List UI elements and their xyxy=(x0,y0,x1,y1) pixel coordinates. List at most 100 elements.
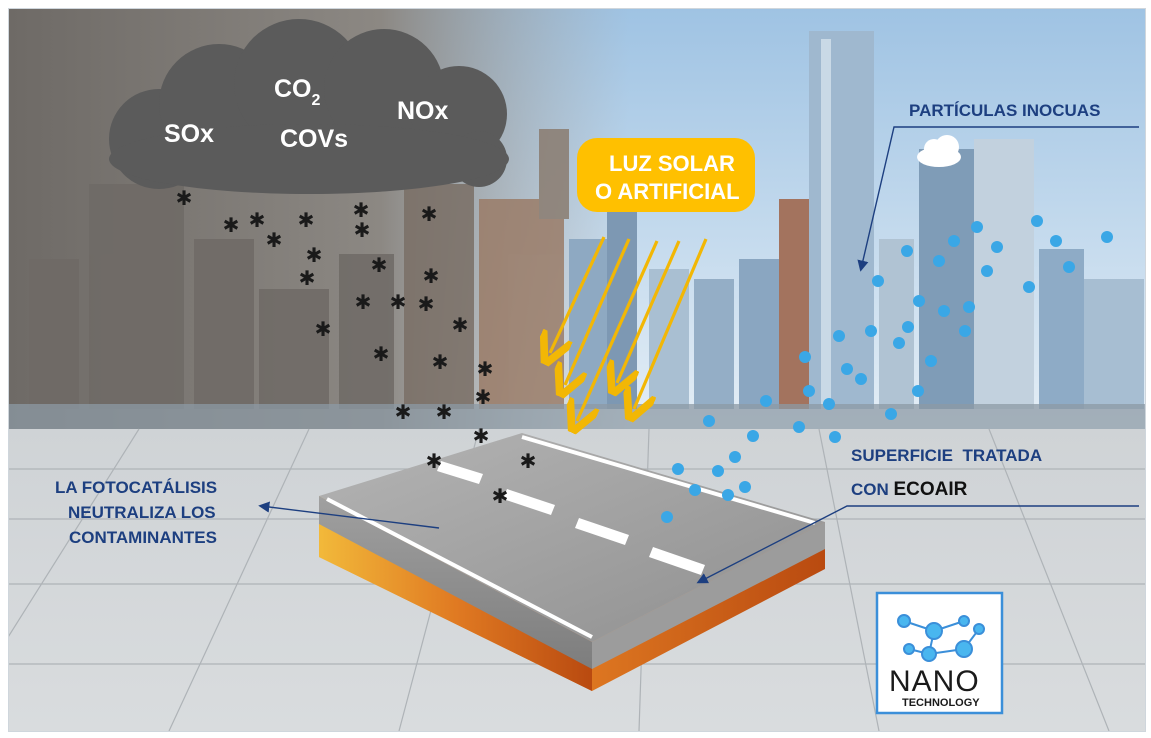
pollutant-dot: ✱ xyxy=(520,449,537,473)
clean-particle xyxy=(829,431,841,443)
clean-particle xyxy=(1031,215,1043,227)
pollution-cloud xyxy=(109,19,509,194)
particles-arrow xyxy=(857,126,1139,272)
sunlight-line1: LUZ SOLAR xyxy=(609,151,735,176)
pollutant-dot: ✱ xyxy=(395,400,412,424)
pollutant-dot: ✱ xyxy=(371,253,388,277)
clean-particle xyxy=(1050,235,1062,247)
pollutant-particles: ✱✱ ✱✱✱ ✱✱✱✱✱✱✱✱ ✱ ✱✱✱✱ ✱ ✱✱✱ ✱✱✱ ✱✱ xyxy=(176,186,537,508)
clean-particle xyxy=(913,295,925,307)
pollutant-dot: ✱ xyxy=(373,342,390,366)
clean-particle xyxy=(803,385,815,397)
label-surface-line2: CON ECOAIR xyxy=(851,479,968,500)
sunlight-rays xyxy=(550,236,708,421)
clean-particle xyxy=(841,363,853,375)
pollutant-dot: ✱ xyxy=(432,350,449,374)
label-surface-prefix: CON xyxy=(851,480,894,499)
photocatalysis-diagram: SOx CO2 COVs NOx ✱✱ ✱✱✱ ✱✱✱✱✱✱✱✱ ✱ ✱✱✱✱ ✱ ✱✱✱ ✱… xyxy=(9,9,1145,731)
clean-particle xyxy=(912,385,924,397)
small-cloud-icon xyxy=(917,135,961,167)
pollutant-dot: ✱ xyxy=(475,385,492,409)
lane-markings xyxy=(437,461,705,575)
label-photocatalysis-line3: CONTAMINANTES xyxy=(69,528,217,547)
pollutant-dot: ✱ xyxy=(423,264,440,288)
clean-particle xyxy=(747,430,759,442)
label-surface-line1: SUPERFICIE TRATADA xyxy=(851,446,1042,465)
clean-particle xyxy=(722,489,734,501)
clean-particle xyxy=(933,255,945,267)
label-sox: SOx xyxy=(164,120,214,148)
label-photocatalysis-line1: LA FOTOCATÁLISIS xyxy=(55,478,217,497)
label-co2: CO2 xyxy=(274,75,321,109)
clean-particle xyxy=(981,265,993,277)
clean-particle xyxy=(901,245,913,257)
pollutant-dot: ✱ xyxy=(355,290,372,314)
label-photocatalysis-line2: NEUTRALIZA LOS xyxy=(68,503,216,522)
label-nox: NOx xyxy=(397,97,449,125)
label-covs: COVs xyxy=(280,125,348,153)
clean-particle xyxy=(1063,261,1075,273)
scene: SOx CO2 COVs NOx ✱ ✱ ✱ ✱ ✱ ✱ ✱ ✱ ✱ ✱ ✱ ✱ ✱ ✱ ✱ ✱ ✱ ✱ ✱ ✱ ✱ ✱ ✱… xyxy=(8,8,1146,732)
clean-particle xyxy=(902,321,914,333)
clean-particle xyxy=(1101,231,1113,243)
clean-particle xyxy=(833,330,845,342)
pollutant-dot: ✱ xyxy=(298,208,315,232)
pollutant-dot: ✱ xyxy=(353,198,370,222)
pollutant-dot: ✱ xyxy=(176,186,193,210)
clean-city xyxy=(569,31,1144,409)
label-brand-ecoair: ECOAIR xyxy=(894,479,968,500)
nano-technology-logo: NANO TECHNOLOGY xyxy=(875,591,1004,715)
pollutant-dot: ✱ xyxy=(473,424,490,448)
clean-particle xyxy=(672,463,684,475)
pollutant-dot: ✱ xyxy=(306,243,323,267)
clean-particle xyxy=(760,395,772,407)
clean-particle xyxy=(1023,281,1035,293)
sunlight-badge xyxy=(577,138,755,212)
clean-particle xyxy=(963,301,975,313)
label-co2-base: CO xyxy=(274,75,312,103)
clean-particle xyxy=(855,373,867,385)
logo-nano: NANO xyxy=(889,665,980,698)
logo-technology: TECHNOLOGY xyxy=(902,697,980,709)
clean-particle xyxy=(991,241,1003,253)
clean-particle xyxy=(938,305,950,317)
pollutant-dot: ✱ xyxy=(249,208,266,232)
clean-particle xyxy=(793,421,805,433)
clean-particle xyxy=(872,275,884,287)
clean-particle xyxy=(712,465,724,477)
clean-particle xyxy=(739,481,751,493)
label-co2-sub: 2 xyxy=(312,92,321,109)
surface-arrow xyxy=(696,505,1139,584)
clean-particle xyxy=(689,484,701,496)
clean-particles xyxy=(661,215,1113,523)
clean-particle xyxy=(729,451,741,463)
molecule-icon xyxy=(897,614,985,662)
pollutant-dot: ✱ xyxy=(492,484,509,508)
pollutant-dot: ✱ xyxy=(452,313,469,337)
pollutant-dot: ✱ xyxy=(390,290,407,314)
pollutant-dot: ✱ xyxy=(354,218,371,242)
sunlight-line2: O ARTIFICIAL xyxy=(595,179,740,204)
photocatalysis-arrow xyxy=(258,501,440,529)
clean-particle xyxy=(661,511,673,523)
waterfront xyxy=(9,404,1145,429)
clean-particle xyxy=(948,235,960,247)
clean-particle xyxy=(799,351,811,363)
pollutant-dot: ✱ xyxy=(315,317,332,341)
clean-particle xyxy=(865,325,877,337)
pollutant-dot: ✱ xyxy=(299,266,316,290)
pollutant-dot: ✱ xyxy=(436,400,453,424)
clean-particle xyxy=(893,337,905,349)
pollutant-dot: ✱ xyxy=(418,292,435,316)
clean-particle xyxy=(823,398,835,410)
pollutant-dot: ✱ xyxy=(266,228,283,252)
pollutant-dot: ✱ xyxy=(477,357,494,381)
label-particles: PARTÍCULAS INOCUAS xyxy=(909,101,1100,120)
clean-particle xyxy=(971,221,983,233)
clean-particle xyxy=(703,415,715,427)
clean-particle xyxy=(959,325,971,337)
clean-particle xyxy=(885,408,897,420)
polluted-city xyxy=(29,129,569,409)
clean-particle xyxy=(925,355,937,367)
